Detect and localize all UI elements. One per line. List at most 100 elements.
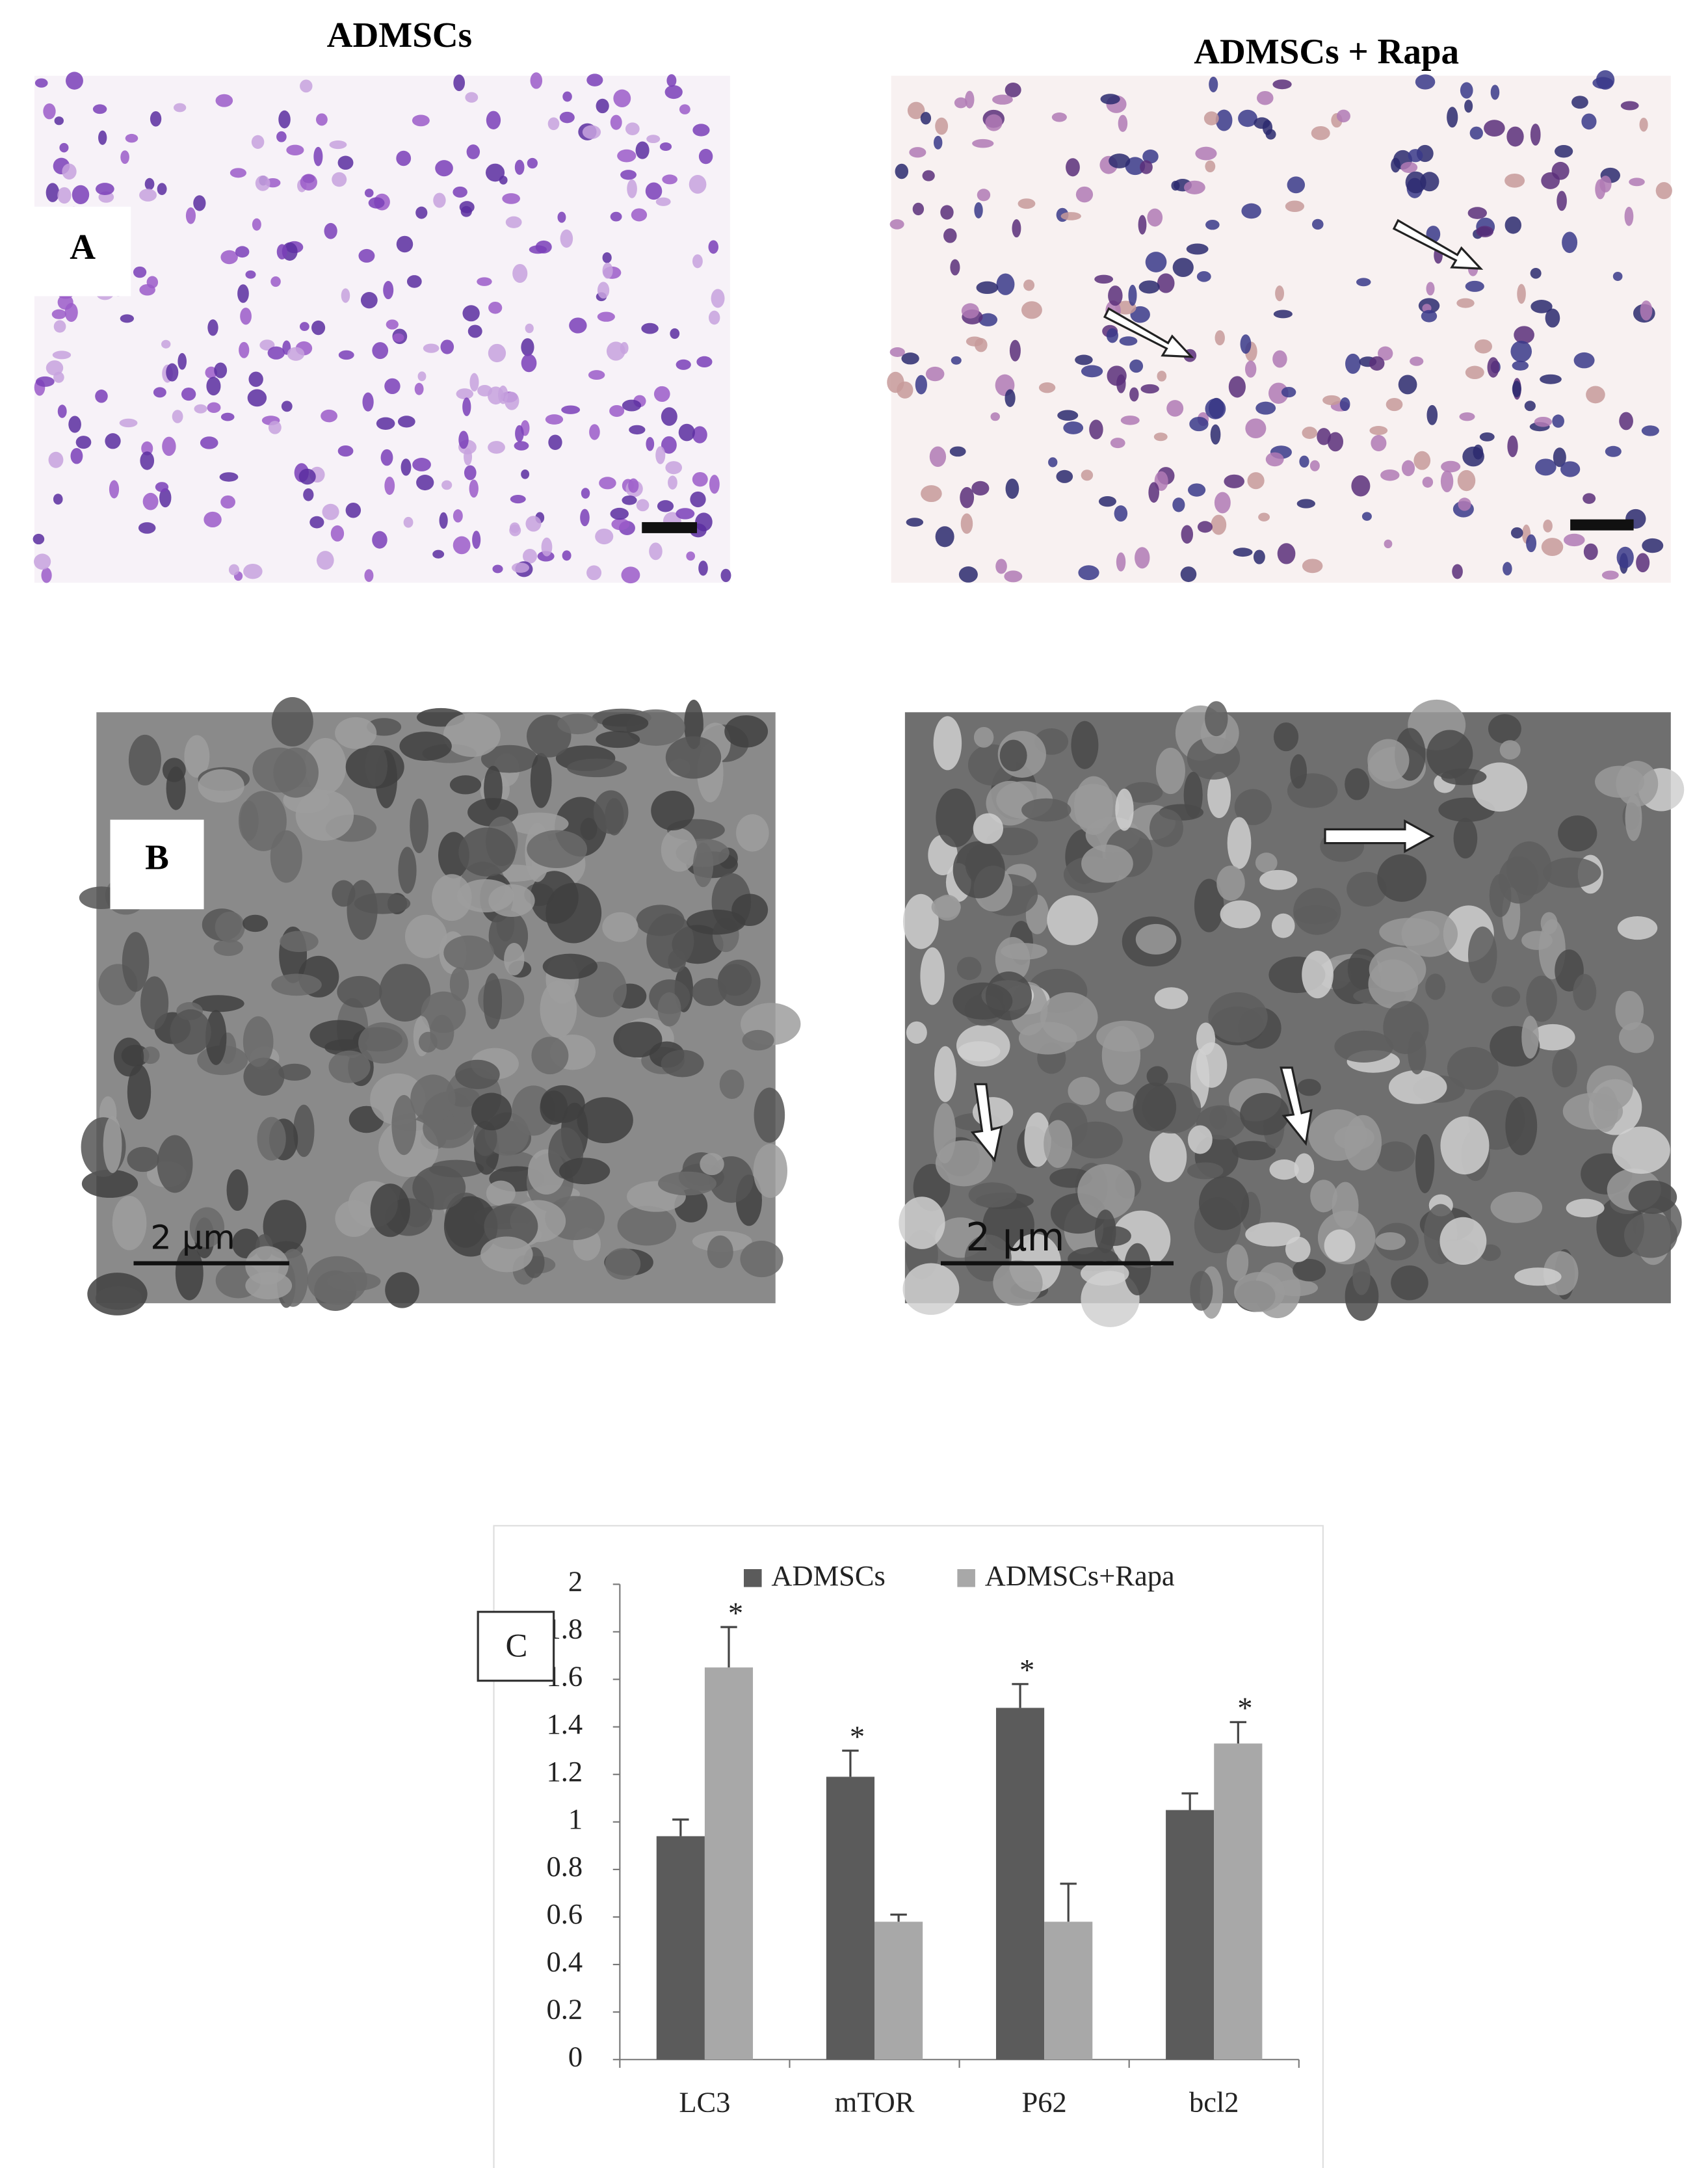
cell bbox=[610, 507, 629, 520]
cell bbox=[1586, 1065, 1633, 1111]
cell bbox=[1625, 795, 1642, 841]
cell bbox=[432, 874, 472, 921]
cell bbox=[569, 317, 587, 334]
cell bbox=[1469, 126, 1483, 140]
cell bbox=[1487, 357, 1499, 378]
cell bbox=[322, 503, 339, 520]
cell bbox=[1490, 85, 1500, 100]
cell bbox=[530, 752, 552, 808]
cell bbox=[1510, 527, 1523, 539]
cell bbox=[1531, 1024, 1575, 1051]
cell bbox=[1456, 298, 1475, 308]
cell bbox=[971, 481, 990, 496]
x-tick-label: P62 bbox=[1022, 2085, 1067, 2118]
cell bbox=[1068, 1077, 1100, 1105]
cell bbox=[668, 949, 687, 973]
cell bbox=[1038, 382, 1056, 393]
cell bbox=[125, 133, 138, 143]
cell bbox=[1294, 1153, 1315, 1183]
cell bbox=[1557, 191, 1567, 211]
cell bbox=[1258, 512, 1270, 522]
cell bbox=[1044, 1120, 1073, 1168]
cell bbox=[485, 163, 505, 182]
cell bbox=[268, 421, 282, 434]
cell bbox=[498, 385, 508, 404]
cell bbox=[1123, 782, 1163, 803]
cell bbox=[1060, 212, 1081, 220]
cell bbox=[1116, 552, 1126, 572]
y-tick-label: 0.2 bbox=[547, 1992, 583, 2025]
cell bbox=[46, 183, 60, 202]
cell bbox=[617, 149, 637, 163]
cell bbox=[1510, 340, 1532, 362]
cell bbox=[1384, 539, 1393, 549]
panel-title: ADMSCs bbox=[327, 15, 472, 55]
cell bbox=[925, 366, 945, 382]
cell bbox=[1107, 365, 1127, 386]
cell bbox=[943, 228, 957, 243]
cell bbox=[1063, 421, 1084, 434]
cell bbox=[329, 140, 347, 150]
cell bbox=[396, 150, 412, 166]
cell bbox=[1512, 360, 1529, 371]
cell bbox=[270, 830, 302, 883]
cell bbox=[676, 359, 691, 370]
cell bbox=[1241, 203, 1261, 219]
cell bbox=[499, 176, 508, 185]
cell bbox=[1255, 853, 1278, 873]
cell bbox=[1023, 279, 1035, 291]
cell bbox=[1215, 330, 1225, 346]
arrow bbox=[1392, 218, 1484, 270]
cell bbox=[1311, 126, 1330, 140]
cell bbox=[462, 305, 480, 322]
cell bbox=[307, 1256, 367, 1305]
cell bbox=[1081, 1271, 1140, 1327]
cell bbox=[956, 1024, 1010, 1067]
cell bbox=[617, 1206, 677, 1246]
cell bbox=[364, 189, 374, 198]
x-tick-label: LC3 bbox=[679, 2085, 730, 2118]
cell bbox=[1583, 493, 1596, 504]
cell bbox=[415, 206, 428, 219]
cell bbox=[1555, 145, 1573, 158]
cell bbox=[935, 1140, 993, 1187]
cell bbox=[376, 417, 395, 430]
cell bbox=[1322, 395, 1341, 406]
cell bbox=[1247, 472, 1265, 490]
cell bbox=[410, 1074, 456, 1123]
cell bbox=[1447, 107, 1458, 128]
cell bbox=[193, 195, 206, 211]
cell bbox=[1215, 109, 1233, 131]
cell bbox=[440, 339, 454, 354]
cell bbox=[207, 319, 218, 336]
cell bbox=[281, 401, 293, 412]
cell bbox=[1640, 300, 1653, 321]
cell bbox=[166, 766, 186, 810]
cell bbox=[1216, 866, 1245, 901]
cell bbox=[458, 827, 516, 877]
cell bbox=[384, 476, 395, 496]
cell bbox=[522, 548, 537, 564]
cell bbox=[1504, 216, 1521, 234]
cell bbox=[313, 146, 323, 166]
cell bbox=[1615, 990, 1644, 1031]
cell bbox=[185, 207, 196, 224]
cell bbox=[1299, 455, 1309, 468]
cell bbox=[1135, 547, 1150, 569]
cell bbox=[1245, 1222, 1300, 1247]
cell bbox=[1240, 334, 1252, 354]
cell bbox=[1616, 546, 1634, 568]
cell bbox=[1563, 533, 1585, 547]
cell bbox=[59, 142, 69, 153]
cell bbox=[1560, 461, 1581, 477]
cell bbox=[1310, 1180, 1337, 1213]
cell bbox=[75, 436, 92, 449]
cell bbox=[559, 111, 575, 124]
cell bbox=[263, 1200, 307, 1253]
cell bbox=[309, 516, 324, 529]
cell bbox=[1583, 543, 1598, 561]
cell bbox=[1210, 424, 1221, 445]
cell bbox=[1476, 226, 1493, 237]
cell bbox=[595, 528, 614, 545]
